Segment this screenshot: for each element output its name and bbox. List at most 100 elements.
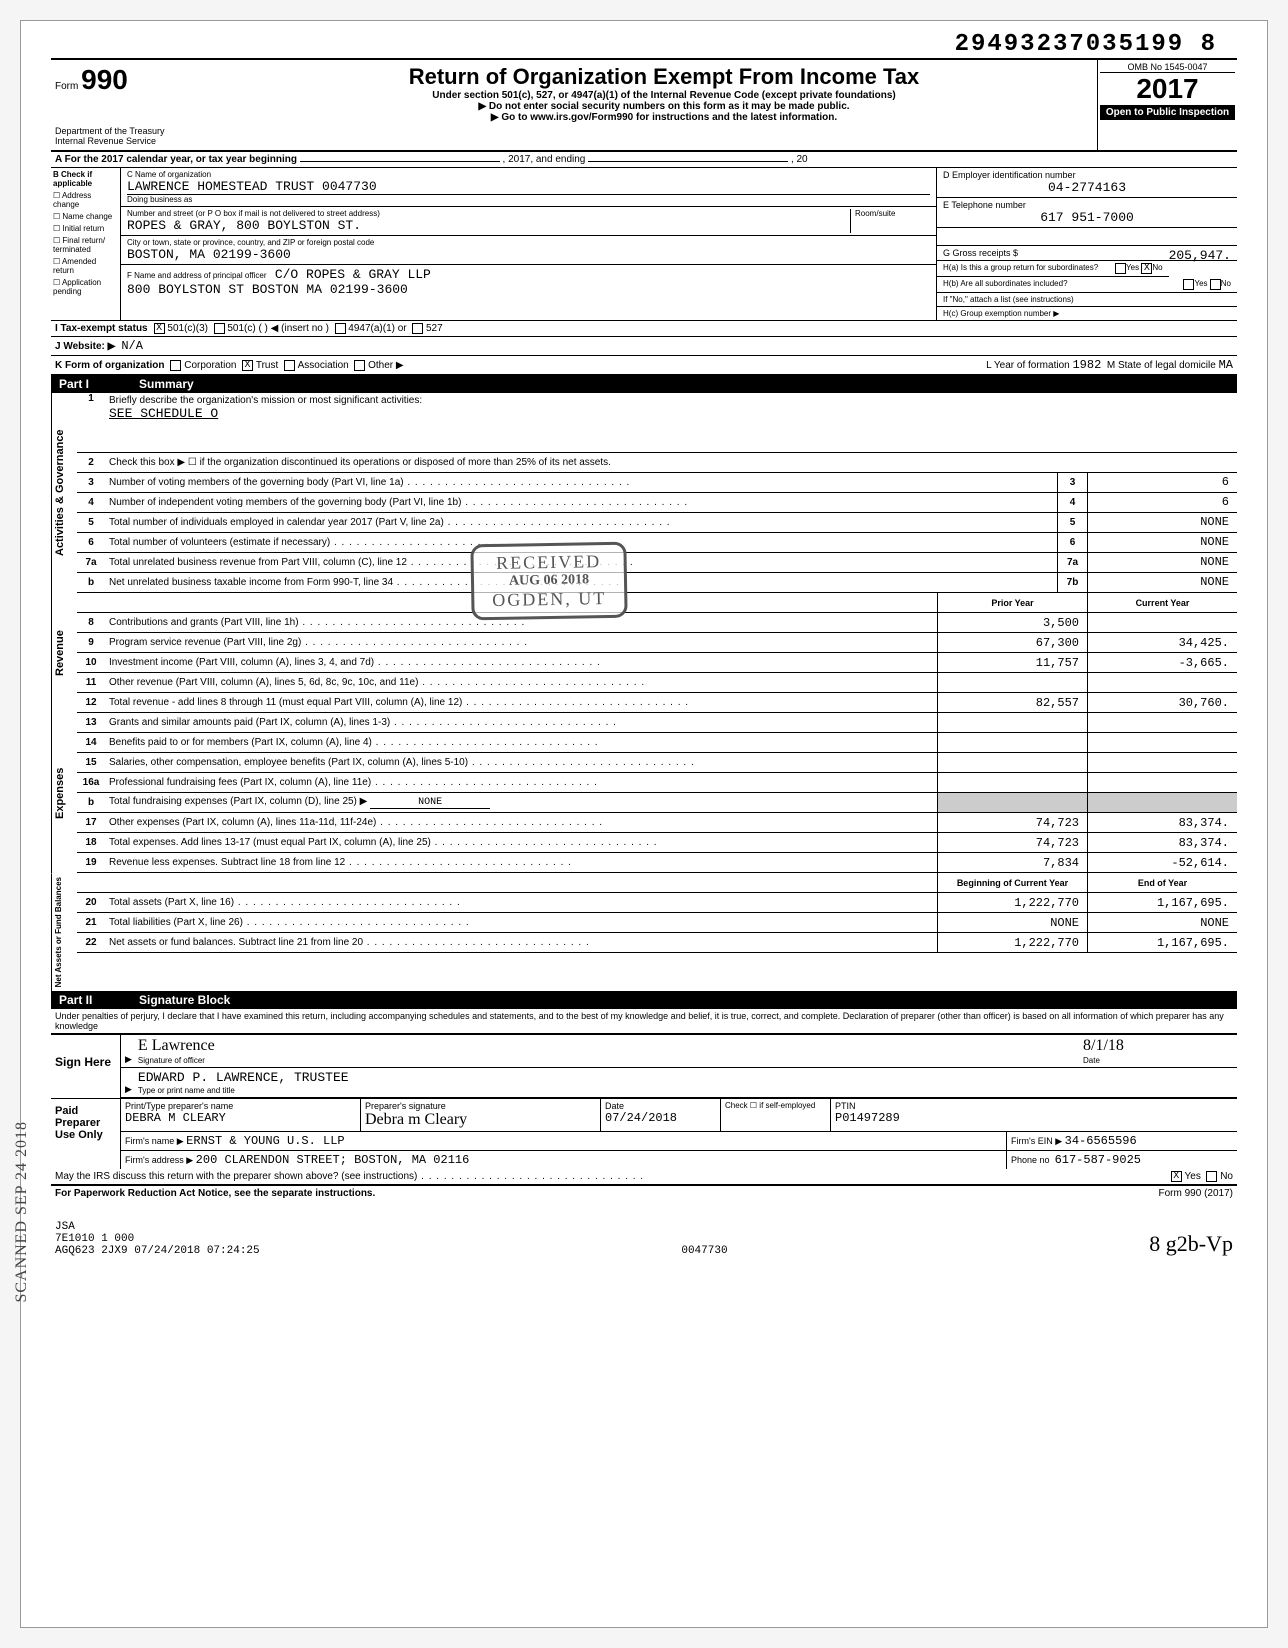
chk-4947[interactable] bbox=[335, 323, 346, 334]
revenue-line8-row: 8Contributions and grants (Part VIII, li… bbox=[77, 613, 1237, 633]
expenses-block: Expenses 13Grants and similar amounts pa… bbox=[51, 713, 1237, 873]
paperwork-notice: For Paperwork Reduction Act Notice, see … bbox=[55, 1188, 375, 1199]
expense-line18-row: 18Total expenses. Add lines 13-17 (must … bbox=[77, 833, 1237, 853]
chk-application-pending[interactable]: ☐ Application pending bbox=[53, 278, 118, 296]
tax-year: 2017 bbox=[1100, 73, 1235, 105]
expense-line16a-prior bbox=[937, 773, 1087, 792]
line3-desc: Number of voting members of the governin… bbox=[105, 475, 1057, 490]
hb-label: H(b) Are all subordinates included? bbox=[943, 279, 1183, 290]
street-value: ROPES & GRAY, 800 BOYLSTON ST. bbox=[127, 218, 850, 233]
ha-no-box[interactable]: X bbox=[1141, 263, 1152, 274]
signature-block: Sign Here ▶ E Lawrence Signature of offi… bbox=[51, 1033, 1237, 1098]
section-bcd: B Check if applicable ☐ Address change ☐… bbox=[51, 168, 1237, 321]
header-center: Return of Organization Exempt From Incom… bbox=[231, 60, 1097, 150]
revenue-line12-desc: Total revenue - add lines 8 through 11 (… bbox=[105, 695, 937, 710]
header-right: OMB No 1545-0047 2017 Open to Public Ins… bbox=[1097, 60, 1237, 150]
prior-year-header: Prior Year bbox=[937, 593, 1087, 612]
revenue-line11-row: 11Other revenue (Part VIII, column (A), … bbox=[77, 673, 1237, 693]
irs-yes-box[interactable]: X bbox=[1171, 1171, 1182, 1182]
revenue-line12-curr: 30,760. bbox=[1087, 693, 1237, 712]
chk-trust[interactable]: X bbox=[242, 360, 253, 371]
expense-line19-desc: Revenue less expenses. Subtract line 18 … bbox=[105, 855, 937, 870]
officer-printed-name: EDWARD P. LAWRENCE, TRUSTEE bbox=[138, 1070, 349, 1085]
expense-line18-curr: 83,374. bbox=[1087, 833, 1237, 852]
netasset-line21-prior: NONE bbox=[937, 913, 1087, 932]
bottom-codes: JSA 7E1010 1 000 AGQ623 2JX9 07/24/2018 … bbox=[51, 1201, 1237, 1261]
form-number: 990 bbox=[81, 64, 128, 95]
row-a-tax-year: A For the 2017 calendar year, or tax yea… bbox=[51, 152, 1237, 168]
expense-line19-curr: -52,614. bbox=[1087, 853, 1237, 872]
expense-line14-prior bbox=[937, 733, 1087, 752]
chk-other[interactable] bbox=[354, 360, 365, 371]
expense-line18-desc: Total expenses. Add lines 13-17 (must eq… bbox=[105, 835, 937, 850]
begin-year-header: Beginning of Current Year bbox=[937, 873, 1087, 892]
line1-desc: Briefly describe the organization's miss… bbox=[109, 395, 422, 406]
chk-501c3[interactable]: X bbox=[154, 323, 165, 334]
expense-line16a-row: 16aProfessional fundraising fees (Part I… bbox=[77, 773, 1237, 793]
chk-amended[interactable]: ☐ Amended return bbox=[53, 257, 118, 275]
preparer-block: Paid Preparer Use Only Print/Type prepar… bbox=[51, 1098, 1237, 1169]
officer-signature: E Lawrence bbox=[138, 1037, 215, 1054]
scanned-stamp: SCANNED SEP 24 2018 bbox=[13, 1121, 31, 1303]
chk-initial-return[interactable]: ☐ Initial return bbox=[53, 224, 118, 233]
bottom-mid: 0047730 bbox=[681, 1245, 727, 1257]
row-a-label: A For the 2017 calendar year, or tax yea… bbox=[55, 154, 297, 165]
street-label: Number and street (or P O box if mail is… bbox=[127, 209, 850, 218]
ha-yes-box[interactable] bbox=[1115, 263, 1126, 274]
row-a-mid: , 2017, and ending bbox=[503, 154, 586, 165]
row-i-tax-status: I Tax-exempt status X 501(c)(3) 501(c) (… bbox=[51, 321, 1237, 337]
expense-line16a-curr bbox=[1087, 773, 1237, 792]
chk-address-change[interactable]: ☐ Address change bbox=[53, 191, 118, 209]
preparer-ptin: P01497289 bbox=[835, 1111, 1233, 1125]
received-stamp: RECEIVED AUG 06 2018 OGDEN, UT bbox=[470, 542, 627, 621]
chk-final-return[interactable]: ☐ Final return/ terminated bbox=[53, 236, 118, 254]
city-value: BOSTON, MA 02199-3600 bbox=[127, 247, 930, 262]
ein-label: D Employer identification number bbox=[943, 170, 1231, 180]
sign-here-label: Sign Here bbox=[51, 1035, 121, 1098]
hb-yes-box[interactable] bbox=[1183, 279, 1194, 290]
dba-label: Doing business as bbox=[127, 194, 930, 204]
state-domicile: MA bbox=[1219, 358, 1233, 372]
governance-block: Activities & Governance 1 Briefly descri… bbox=[51, 393, 1237, 593]
revenue-line10-curr: -3,665. bbox=[1087, 653, 1237, 672]
chk-corp[interactable] bbox=[170, 360, 181, 371]
form-title: Return of Organization Exempt From Incom… bbox=[235, 64, 1093, 90]
netasset-line22-curr: 1,167,695. bbox=[1087, 933, 1237, 952]
gross-value: 205,947. bbox=[1169, 248, 1231, 263]
self-employed-check[interactable]: Check ☐ if self-employed bbox=[721, 1099, 831, 1131]
row-j-website: J Website: ▶ N/A bbox=[51, 337, 1237, 356]
hb-no-box[interactable] bbox=[1210, 279, 1221, 290]
irs-no-box[interactable] bbox=[1206, 1171, 1217, 1182]
part-2-header: Part II Signature Block bbox=[51, 991, 1237, 1009]
netasset-line20-prior: 1,222,770 bbox=[937, 893, 1087, 912]
firm-address: 200 CLARENDON STREET; BOSTON, MA 02116 bbox=[196, 1153, 470, 1167]
officer-name: C/O ROPES & GRAY LLP bbox=[275, 267, 431, 282]
revenue-line11-desc: Other revenue (Part VIII, column (A), li… bbox=[105, 675, 937, 690]
form-header: Form 990 Department of the Treasury Inte… bbox=[51, 58, 1237, 152]
perjury-statement: Under penalties of perjury, I declare th… bbox=[51, 1009, 1237, 1033]
form-id-footer: Form 990 (2017) bbox=[1159, 1188, 1233, 1199]
line5-desc: Total number of individuals employed in … bbox=[105, 515, 1057, 530]
chk-assoc[interactable] bbox=[284, 360, 295, 371]
line1-value: SEE SCHEDULE O bbox=[109, 406, 218, 421]
revenue-line12-prior: 82,557 bbox=[937, 693, 1087, 712]
netasset-line21-curr: NONE bbox=[1087, 913, 1237, 932]
chk-527[interactable] bbox=[412, 323, 423, 334]
line4-desc: Number of independent voting members of … bbox=[105, 495, 1057, 510]
expense-line16a-desc: Professional fundraising fees (Part IX, … bbox=[105, 775, 937, 790]
chk-name-change[interactable]: ☐ Name change bbox=[53, 212, 118, 221]
line16b-value: NONE bbox=[370, 797, 490, 809]
expense-line15-curr bbox=[1087, 753, 1237, 772]
row-a-end: , 20 bbox=[791, 154, 808, 165]
expense-line17-desc: Other expenses (Part IX, column (A), lin… bbox=[105, 815, 937, 830]
chk-501c[interactable] bbox=[214, 323, 225, 334]
netasset-line22-row: 22Net assets or fund balances. Subtract … bbox=[77, 933, 1237, 953]
website-value: N/A bbox=[121, 339, 143, 353]
revenue-line10-prior: 11,757 bbox=[937, 653, 1087, 672]
col-b-checkboxes: B Check if applicable ☐ Address change ☐… bbox=[51, 168, 121, 320]
revenue-line10-desc: Investment income (Part VIII, column (A)… bbox=[105, 655, 937, 670]
officer-addr: 800 BOYLSTON ST BOSTON MA 02199-3600 bbox=[127, 282, 408, 297]
line7b-value: NONE bbox=[1087, 573, 1237, 592]
omb-number: OMB No 1545-0047 bbox=[1100, 62, 1235, 73]
side-netassets: Net Assets or Fund Balances bbox=[51, 873, 77, 991]
